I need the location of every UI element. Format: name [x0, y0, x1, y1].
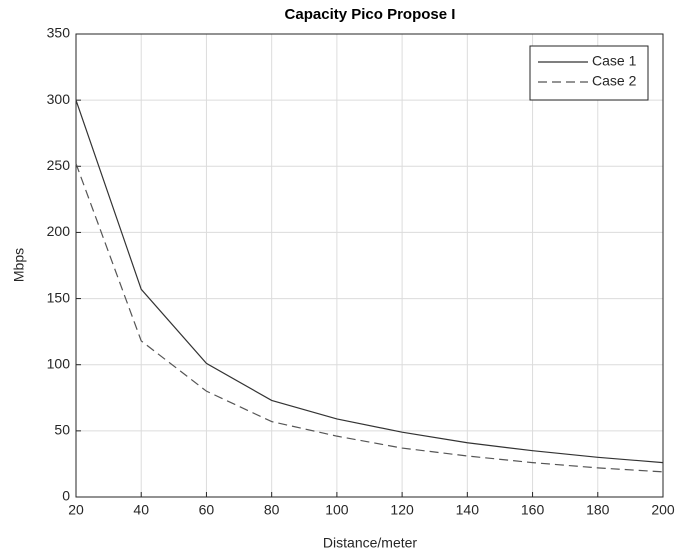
x-tick-label: 60 — [199, 502, 215, 518]
y-axis-label: Mbps — [11, 248, 27, 282]
y-tick-label: 200 — [47, 223, 71, 239]
y-tick-label: 100 — [47, 355, 71, 371]
data-line — [75, 163, 664, 473]
y-tick-label: 300 — [47, 91, 71, 107]
axes-box — [75, 33, 664, 498]
y-tick-label: 0 — [62, 488, 70, 504]
legend-label: Case 2 — [592, 73, 637, 89]
x-tick-label: 20 — [68, 502, 84, 518]
legend: Case 1 Case 2 — [529, 45, 649, 101]
y-tick-label: 50 — [54, 422, 70, 438]
legend-box — [529, 45, 649, 101]
chart-title: Capacity Pico Propose I — [285, 6, 456, 23]
data-line — [75, 99, 664, 464]
x-axis-label: Distance/meter — [323, 535, 417, 551]
x-tick-label: 200 — [651, 502, 675, 518]
y-tick-label: 350 — [47, 25, 71, 41]
legend-label: Case 1 — [592, 53, 637, 69]
y-tick-label: 150 — [47, 289, 71, 305]
x-tick-label: 80 — [264, 502, 280, 518]
x-tick-label: 140 — [456, 502, 480, 518]
x-tick-label: 160 — [521, 502, 545, 518]
x-tick-label: 40 — [133, 502, 149, 518]
x-tick-label: 180 — [586, 502, 610, 518]
x-tick-label: 120 — [390, 502, 414, 518]
x-tick-label: 100 — [325, 502, 349, 518]
plot-area — [76, 34, 663, 497]
y-tick-label: 250 — [47, 157, 71, 173]
